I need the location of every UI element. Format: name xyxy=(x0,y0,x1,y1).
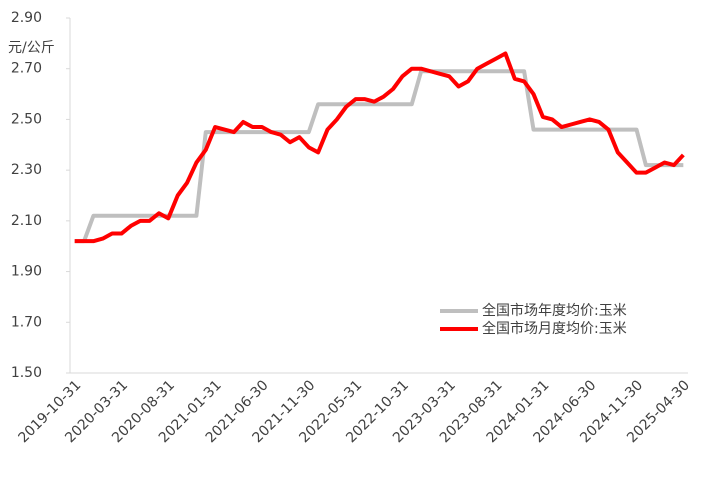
y-tick-label: 2.30 xyxy=(11,162,42,178)
y-tick-label: 1.90 xyxy=(11,264,42,280)
y-tick-label: 2.10 xyxy=(11,213,42,229)
y-tick-label: 2.50 xyxy=(11,111,42,127)
y-tick-label: 1.50 xyxy=(11,365,42,381)
legend-label: 全国市场月度均价:玉米 xyxy=(482,320,627,337)
y-tick-label: 2.90 xyxy=(11,10,42,26)
y-tick-label: 1.70 xyxy=(11,314,42,330)
y-axis-label: 元/公斤 xyxy=(8,40,55,56)
series-line xyxy=(74,69,684,244)
y-tick-label: 2.70 xyxy=(11,61,42,77)
legend-label: 全国市场年度均价:玉米 xyxy=(482,302,627,319)
series-line xyxy=(74,51,685,244)
